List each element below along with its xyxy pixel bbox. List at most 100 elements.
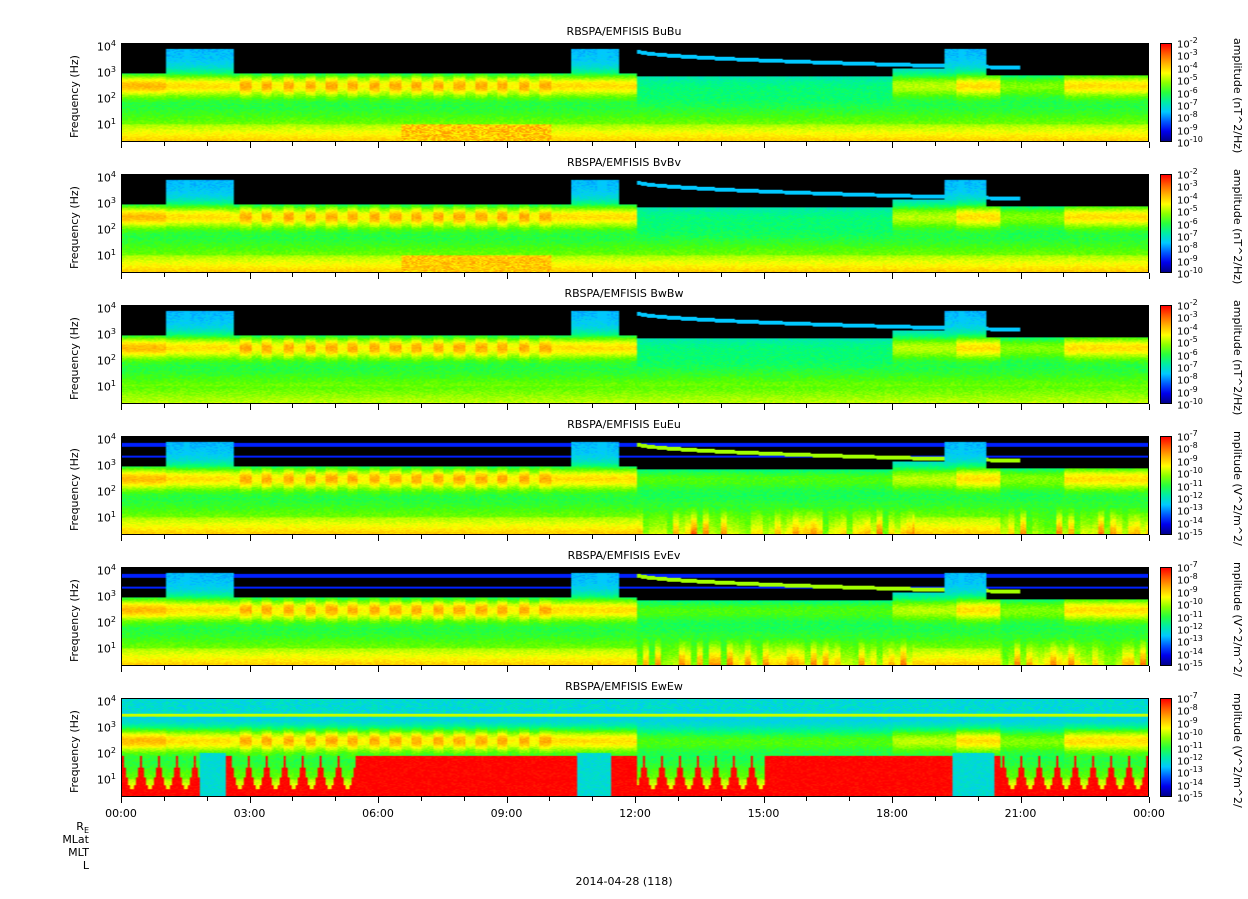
- y-tick-label: 104: [80, 301, 116, 316]
- x-tick-mark: [549, 273, 551, 277]
- colorbar-tick-label: 10-8: [1177, 110, 1198, 124]
- y-tick-base: 10: [96, 92, 111, 106]
- colorbar-tick-exponent: -2: [1189, 36, 1198, 45]
- colorbar-tick-exponent: -3: [1189, 179, 1198, 189]
- colorbar-tick-exponent: -7: [1189, 359, 1198, 369]
- colorbar-tick-label: 10-13: [1177, 765, 1203, 779]
- spectrogram-plot-area: [121, 567, 1149, 666]
- colorbar-tick-base: 10: [1177, 600, 1190, 612]
- x-tick-mark: [720, 666, 722, 670]
- x-tick-mark: [592, 797, 594, 801]
- y-tick-label: 103: [80, 458, 116, 473]
- colorbar-tick-label: 10-8: [1177, 572, 1198, 586]
- x-tick-mark: [292, 535, 294, 539]
- x-tick-mark: [121, 273, 122, 279]
- x-tick-mark: [163, 666, 165, 670]
- colorbar-tick-base: 10: [1177, 326, 1190, 338]
- x-tick-mark: [977, 404, 979, 408]
- y-tick-exponent: 4: [110, 563, 116, 572]
- x-tick-mark: [292, 142, 294, 146]
- x-tick-mark: [806, 273, 808, 277]
- x-tick-mark: [249, 273, 251, 279]
- x-tick-mark: [592, 666, 594, 670]
- colorbar-tick-label: 10-3: [1177, 179, 1198, 193]
- x-tick-mark: [1106, 666, 1108, 670]
- colorbar-tick-label: 10-4: [1177, 61, 1198, 75]
- x-tick-mark: [806, 535, 808, 539]
- y-tick-base: 10: [96, 485, 111, 499]
- x-tick-mark: [635, 404, 636, 410]
- x-tick-mark: [420, 535, 422, 539]
- y-tick-base: 10: [96, 642, 111, 656]
- colorbar-tick-label: 10-7: [1177, 429, 1198, 443]
- x-tick-mark: [335, 666, 337, 670]
- colorbar-tick-base: 10: [1177, 51, 1190, 63]
- x-tick-mark: [163, 273, 165, 277]
- spectrogram-image: [122, 437, 1148, 534]
- x-tick-mark: [463, 142, 465, 146]
- x-tick-mark: [934, 535, 936, 539]
- colorbar-tick-label: 10-7: [1177, 560, 1198, 574]
- x-tick-mark: [1149, 273, 1150, 279]
- colorbar-tick-base: 10: [1177, 219, 1190, 231]
- colorbar-label: mplitude (V^2/m^2/: [1231, 431, 1244, 546]
- y-tick-exponent: 1: [110, 379, 116, 388]
- x-tick-mark: [849, 797, 851, 801]
- colorbar-tick-base: 10: [1177, 256, 1190, 268]
- x-tick-mark: [335, 404, 337, 408]
- y-tick-exponent: 3: [110, 589, 116, 598]
- y-tick-exponent: 2: [110, 91, 116, 100]
- x-tick-mark: [806, 142, 808, 146]
- x-tick-mark: [549, 666, 551, 670]
- colorbar-tick-label: 10-10: [1177, 397, 1203, 411]
- colorbar-tick-label: 10-4: [1177, 323, 1198, 337]
- x-tick-mark: [335, 535, 337, 539]
- y-tick-label: 104: [80, 170, 116, 185]
- colorbar-tick-base: 10: [1177, 39, 1190, 51]
- colorbar-tick-exponent: -9: [1189, 453, 1198, 463]
- spectrogram-plot-area: [121, 305, 1149, 404]
- colorbar-tick-base: 10: [1177, 363, 1190, 375]
- panel-title: RBSPA/EMFISIS EuEu: [567, 418, 681, 431]
- colorbar-tick-exponent: -10: [1189, 728, 1203, 738]
- colorbar-tick-exponent: -10: [1189, 466, 1203, 476]
- x-tick-mark: [763, 535, 765, 541]
- colorbar-tick-label: 10-11: [1177, 479, 1203, 493]
- colorbar-tick-label: 10-3: [1177, 48, 1198, 62]
- x-tick-mark: [292, 666, 294, 670]
- x-tick-mark: [506, 273, 508, 279]
- y-tick-base: 10: [96, 118, 111, 132]
- colorbar-tick-label: 10-8: [1177, 441, 1198, 455]
- y-tick-exponent: 2: [110, 484, 116, 493]
- spectrogram-plot-area: [121, 43, 1149, 142]
- mlat-row-label: MLat: [62, 833, 89, 846]
- x-tick-mark: [677, 142, 679, 146]
- x-tick-mark: [977, 535, 979, 539]
- x-tick-mark: [121, 666, 122, 672]
- x-tick-mark: [635, 797, 636, 803]
- colorbar-tick-base: 10: [1177, 719, 1190, 731]
- colorbar: [1160, 567, 1172, 666]
- l-row-label: L: [82, 859, 89, 872]
- colorbar-tick-base: 10: [1177, 649, 1190, 661]
- x-tick-mark: [463, 535, 465, 539]
- x-tick-mark: [1063, 273, 1065, 277]
- x-tick-mark: [1020, 142, 1022, 148]
- x-tick-mark: [506, 797, 508, 803]
- x-tick-mark: [249, 404, 251, 410]
- x-tick-mark: [592, 404, 594, 408]
- x-tick-mark: [720, 273, 722, 277]
- y-tick-label: 103: [80, 589, 116, 604]
- colorbar-tick-base: 10: [1177, 637, 1190, 649]
- x-tick-mark: [335, 273, 337, 277]
- y-tick-exponent: 2: [110, 746, 116, 755]
- colorbar-tick-base: 10: [1177, 387, 1190, 399]
- y-tick-label: 103: [80, 196, 116, 211]
- x-tick-mark: [1063, 666, 1065, 670]
- x-tick-mark: [635, 535, 636, 541]
- x-tick-mark: [934, 666, 936, 670]
- y-tick-base: 10: [96, 459, 111, 473]
- x-tick-mark: [206, 535, 208, 539]
- x-tick-mark: [463, 797, 465, 801]
- colorbar-tick-exponent: -4: [1189, 322, 1198, 332]
